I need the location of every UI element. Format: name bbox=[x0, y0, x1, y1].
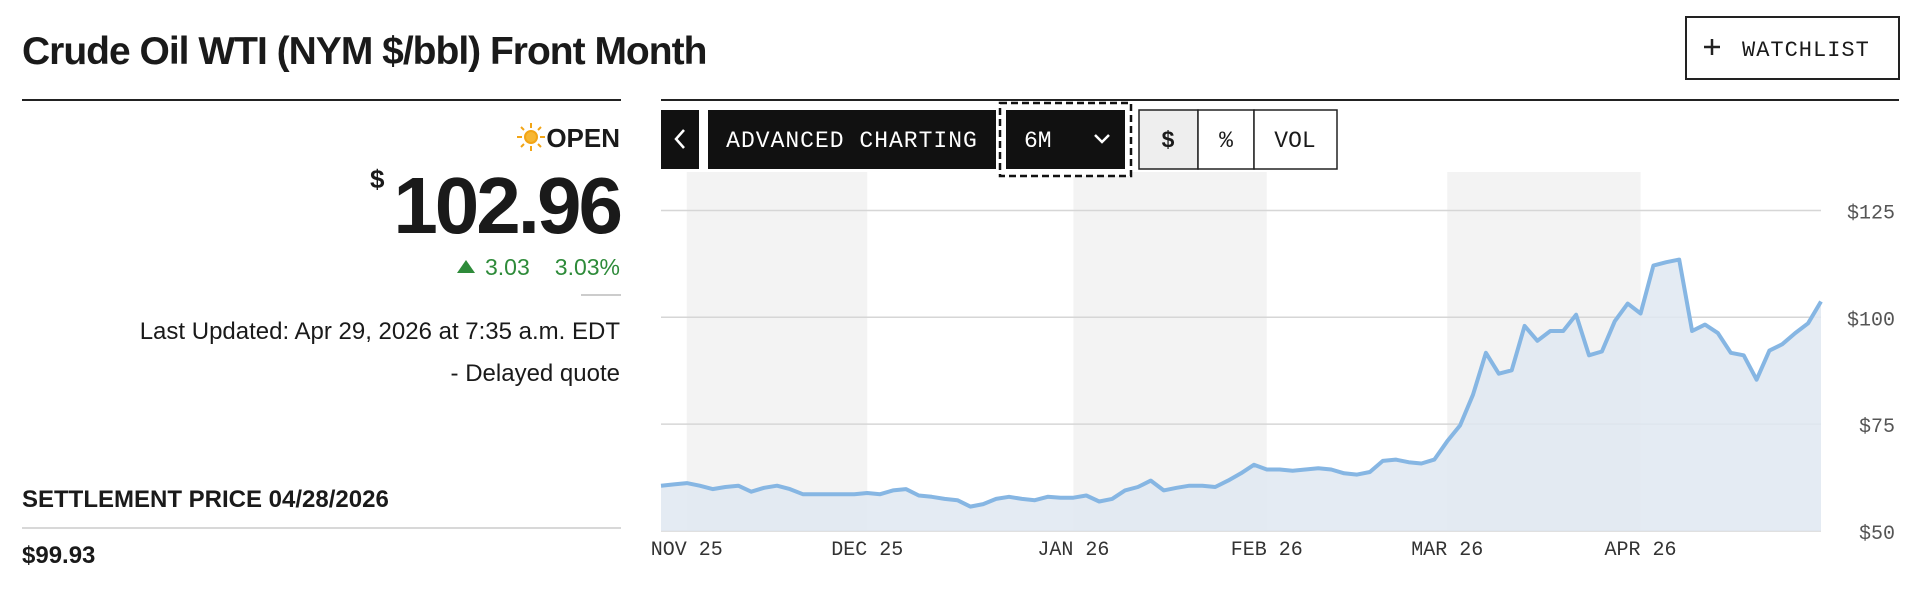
toolbar: ADVANCED CHARTING 6M $ % VOL bbox=[661, 101, 1338, 178]
advanced-charting-button[interactable]: ADVANCED CHARTING bbox=[708, 110, 996, 169]
button-frame bbox=[1253, 109, 1338, 170]
delay-note: - Delayed quote bbox=[451, 360, 620, 387]
chevron-left bbox=[674, 129, 685, 149]
chart: $50 $75 $100 $125 NOV 25 DEC 25 JAN 26 FEB 26 MA… bbox=[651, 172, 1895, 562]
x-tick-label: DEC 25 bbox=[831, 539, 903, 562]
dollar-button[interactable]: $ bbox=[1138, 109, 1199, 170]
month-band bbox=[1073, 172, 1267, 531]
button-label: $ bbox=[1161, 128, 1175, 154]
y-tick-label: $100 bbox=[1847, 309, 1895, 332]
plus-icon bbox=[1704, 39, 1720, 55]
x-tick-label: MAR 26 bbox=[1411, 539, 1483, 562]
button-frame bbox=[708, 110, 996, 169]
market-status: OPEN bbox=[546, 123, 620, 153]
last-price: 102.96 bbox=[393, 161, 620, 250]
settlement-label: SETTLEMENT PRICE 04/28/2026 bbox=[22, 486, 389, 513]
watchlist-button[interactable]: WATCHLIST bbox=[1685, 16, 1900, 80]
button-frame bbox=[661, 110, 699, 169]
x-tick-label: APR 26 bbox=[1605, 539, 1677, 562]
button-frame bbox=[1685, 16, 1900, 80]
price-area bbox=[661, 259, 1821, 531]
chevron-down bbox=[1094, 134, 1110, 144]
range-dropdown[interactable]: 6M bbox=[998, 101, 1133, 178]
button-frame bbox=[1138, 109, 1199, 170]
price-line bbox=[660, 257, 1823, 509]
button-label: % bbox=[1219, 128, 1233, 154]
back-button[interactable] bbox=[661, 110, 699, 169]
price-change-percent: 3.03% bbox=[555, 254, 620, 280]
page-title: Crude Oil WTI (NYM $/bbl) Front Month bbox=[22, 30, 706, 73]
volume-button[interactable]: VOL bbox=[1253, 109, 1338, 170]
button-label: WATCHLIST bbox=[1742, 38, 1870, 63]
x-tick-label: FEB 26 bbox=[1231, 539, 1303, 562]
y-tick-label: $75 bbox=[1859, 416, 1895, 439]
button-label: 6M bbox=[1024, 128, 1052, 154]
settlement-value: $99.93 bbox=[22, 542, 95, 569]
sun-icon bbox=[517, 123, 545, 151]
x-tick-label: NOV 25 bbox=[651, 539, 723, 562]
last-updated: Last Updated: Apr 29, 2026 at 7:35 a.m. … bbox=[140, 318, 621, 345]
percent-button[interactable]: % bbox=[1197, 109, 1255, 170]
button-label: ADVANCED CHARTING bbox=[726, 128, 978, 154]
price-change: 3.03 bbox=[485, 254, 530, 280]
up-arrow bbox=[457, 260, 475, 273]
button-label: VOL bbox=[1274, 128, 1315, 154]
currency-symbol: $ bbox=[370, 164, 385, 194]
y-tick-label: $50 bbox=[1859, 523, 1895, 546]
y-tick-label: $125 bbox=[1847, 202, 1895, 225]
button-frame bbox=[1197, 109, 1255, 170]
x-tick-label: JAN 26 bbox=[1037, 539, 1109, 562]
month-band bbox=[686, 172, 868, 531]
